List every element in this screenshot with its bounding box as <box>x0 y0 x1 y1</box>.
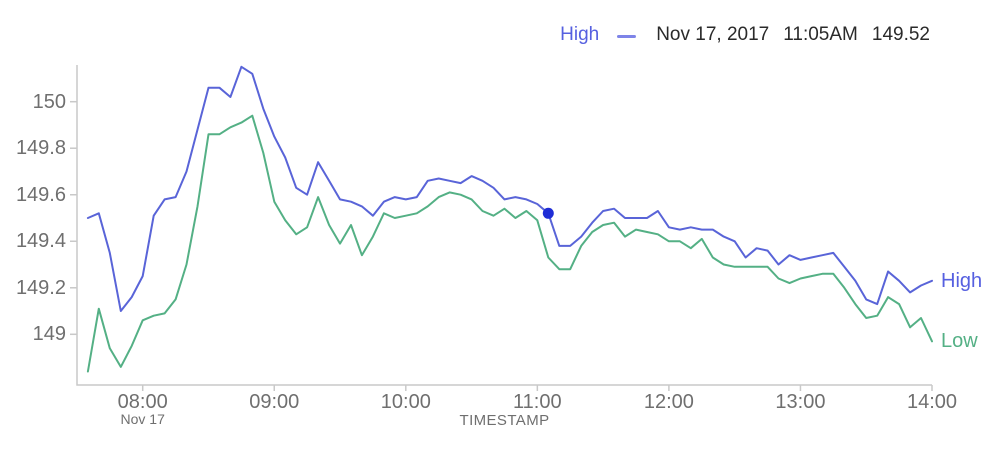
x-axis-date-label: Nov 17 <box>120 411 165 427</box>
series-end-label-high: High <box>941 269 983 292</box>
tooltip-time: 11:05AM <box>783 24 858 45</box>
tooltip-value: 149.52 <box>871 24 930 45</box>
series-line-high <box>86 65 933 312</box>
hover-tooltip: Nov 17, 2017 11:05AM 149.52 <box>656 24 930 46</box>
x-axis-title: TIMESTAMP <box>459 412 550 429</box>
legend: High Nov 17, 2017 11:05AM 149.52 <box>560 24 930 46</box>
series-end-label-low: Low <box>941 330 978 353</box>
hover-marker-dot <box>542 207 554 219</box>
legend-line-sample-icon <box>617 34 637 38</box>
series-line-low <box>86 114 933 373</box>
legend-series-high[interactable]: High <box>560 24 600 45</box>
tooltip-date: Nov 17, 2017 <box>656 24 770 45</box>
